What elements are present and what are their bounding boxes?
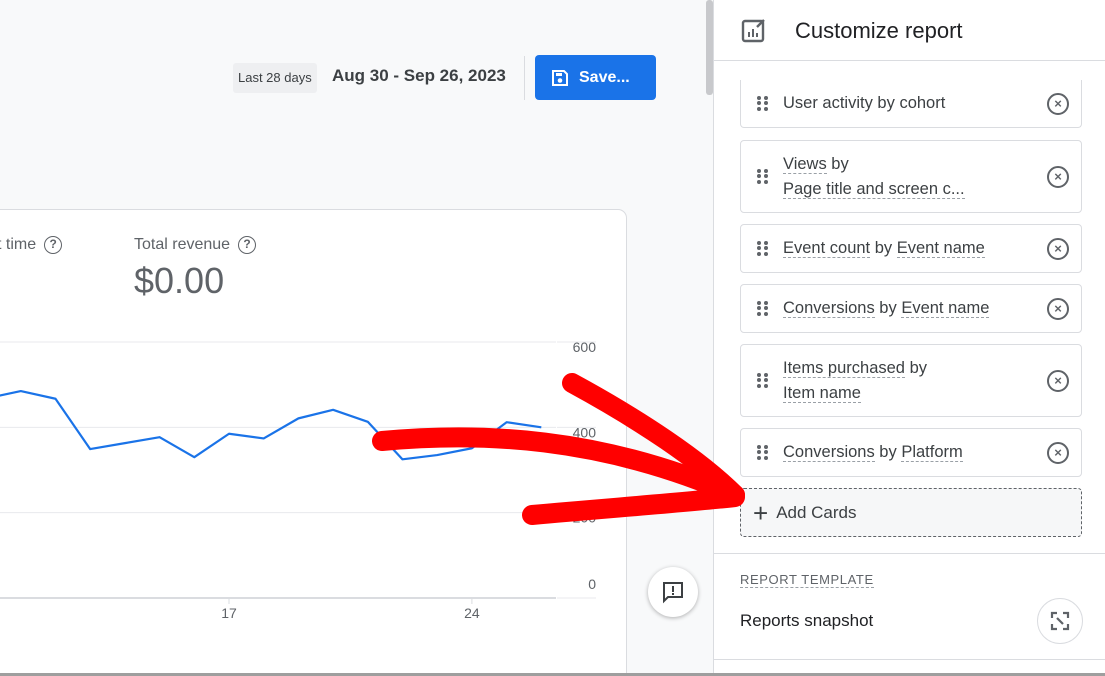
report-area: Last 28 days Aug 30 - Sep 26, 2023 Save.…	[0, 0, 713, 676]
title-part: Items purchased	[783, 358, 905, 378]
y-tick-label: 0	[588, 576, 596, 592]
plus-icon: +	[753, 497, 769, 528]
remove-card-icon[interactable]: ×	[1047, 297, 1069, 320]
remove-card-icon[interactable]: ×	[1047, 165, 1069, 188]
report-card-title: Event count by Event name	[783, 236, 985, 261]
title-part: by	[826, 154, 849, 173]
unlink-template-button[interactable]	[1037, 598, 1083, 644]
report-template-name: Reports snapshot	[740, 611, 874, 630]
report-card-item[interactable]: Conversions by Event name ×	[740, 284, 1082, 333]
x-tick-label: 17	[221, 605, 237, 621]
divider	[524, 56, 525, 100]
scrollbar[interactable]	[706, 0, 713, 95]
save-label: Save...	[579, 68, 630, 86]
drag-handle-icon[interactable]	[757, 372, 769, 389]
title-part: Event name	[896, 239, 985, 258]
report-card-title: Conversions by Platform	[783, 440, 963, 465]
window-bottom-edge	[0, 673, 1105, 676]
remove-card-icon[interactable]: ×	[1047, 441, 1069, 464]
x-tick-label: 24	[464, 605, 480, 621]
remove-card-icon[interactable]: ×	[1047, 237, 1069, 260]
panel-header: Customize report	[714, 0, 1105, 61]
drag-handle-icon[interactable]	[757, 240, 769, 257]
save-button[interactable]: Save...	[535, 55, 656, 100]
y-tick-label: 400	[573, 424, 597, 440]
report-template-heading: REPORT TEMPLATE	[740, 572, 874, 588]
title-part: Views	[783, 154, 827, 174]
report-edit-icon	[741, 19, 765, 43]
drag-handle-icon[interactable]	[757, 95, 769, 112]
series-line	[0, 389, 542, 461]
y-tick-label: 600	[573, 339, 597, 355]
remove-card-icon[interactable]: ×	[1047, 369, 1069, 392]
metric-engagement-time: t time?	[0, 236, 63, 254]
feedback-button[interactable]	[648, 567, 698, 617]
feedback-icon	[663, 582, 683, 604]
y-tick-label: 200	[573, 510, 597, 526]
add-cards-button[interactable]: + Add Cards	[740, 488, 1082, 537]
report-card-item[interactable]: Event count by Event name ×	[740, 224, 1082, 273]
title-part: Conversions	[783, 299, 875, 318]
report-card-item[interactable]: User activity by cohort ×	[740, 80, 1082, 128]
report-card-item[interactable]: Views by Page title and screen c... ×	[740, 140, 1082, 213]
help-icon[interactable]: ?	[238, 236, 257, 254]
divider	[714, 659, 1105, 660]
help-icon[interactable]: ?	[44, 236, 63, 254]
metric-value: $0.00	[134, 260, 225, 301]
report-card-title: Conversions by Event name	[783, 296, 990, 321]
report-card-title: Views by Page title and screen c...	[783, 152, 965, 202]
metric-label: Total revenue	[134, 236, 231, 253]
customize-report-panel: Customize report User activity by cohort…	[713, 0, 1105, 676]
title-part: User activity by cohort	[783, 94, 946, 112]
metric-total-revenue: Total revenue?	[134, 236, 257, 254]
panel-title: Customize report	[795, 18, 963, 43]
title-part: Item name	[783, 383, 861, 403]
report-card-title: Items purchased by Item name	[783, 356, 927, 406]
title-part: by	[904, 358, 927, 377]
add-cards-label: Add Cards	[776, 502, 857, 522]
unlink-icon	[1050, 611, 1070, 631]
title-part: Event name	[901, 299, 990, 318]
drag-handle-icon[interactable]	[757, 168, 769, 185]
title-part: Platform	[901, 443, 963, 462]
title-part: Event count	[783, 239, 871, 258]
title-part: Page title and screen c...	[783, 179, 965, 199]
save-icon	[552, 69, 568, 86]
remove-card-icon[interactable]: ×	[1047, 92, 1069, 115]
report-card-title: User activity by cohort	[783, 91, 945, 116]
title-part: Conversions	[783, 443, 875, 462]
title-part: by	[874, 443, 902, 461]
date-range-label[interactable]: Last 28 days	[233, 63, 317, 93]
drag-handle-icon[interactable]	[757, 444, 769, 461]
title-part: by	[870, 239, 897, 257]
divider	[714, 553, 1105, 554]
title-part: by	[874, 299, 902, 317]
report-card-item[interactable]: Conversions by Platform ×	[740, 428, 1082, 477]
line-chart: 600 400 200 0 17 24	[0, 339, 597, 621]
report-card-item[interactable]: Items purchased by Item name ×	[740, 344, 1082, 417]
drag-handle-icon[interactable]	[757, 300, 769, 317]
date-range-value[interactable]: Aug 30 - Sep 26, 2023	[332, 66, 506, 85]
metric-label: t time	[0, 236, 37, 253]
